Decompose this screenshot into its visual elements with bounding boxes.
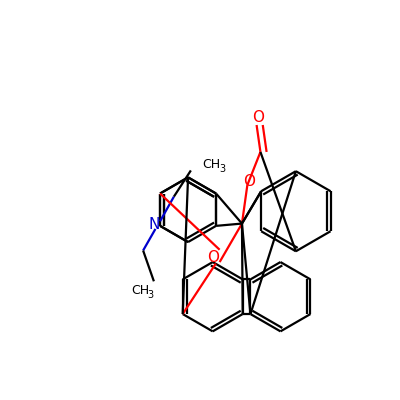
Text: 3: 3 bbox=[219, 164, 226, 174]
Text: O: O bbox=[252, 110, 264, 125]
Text: N: N bbox=[148, 217, 160, 232]
Text: 3: 3 bbox=[148, 290, 154, 300]
Text: O: O bbox=[207, 250, 219, 265]
Text: O: O bbox=[243, 174, 255, 190]
Text: CH: CH bbox=[131, 284, 149, 297]
Text: CH: CH bbox=[202, 158, 220, 171]
